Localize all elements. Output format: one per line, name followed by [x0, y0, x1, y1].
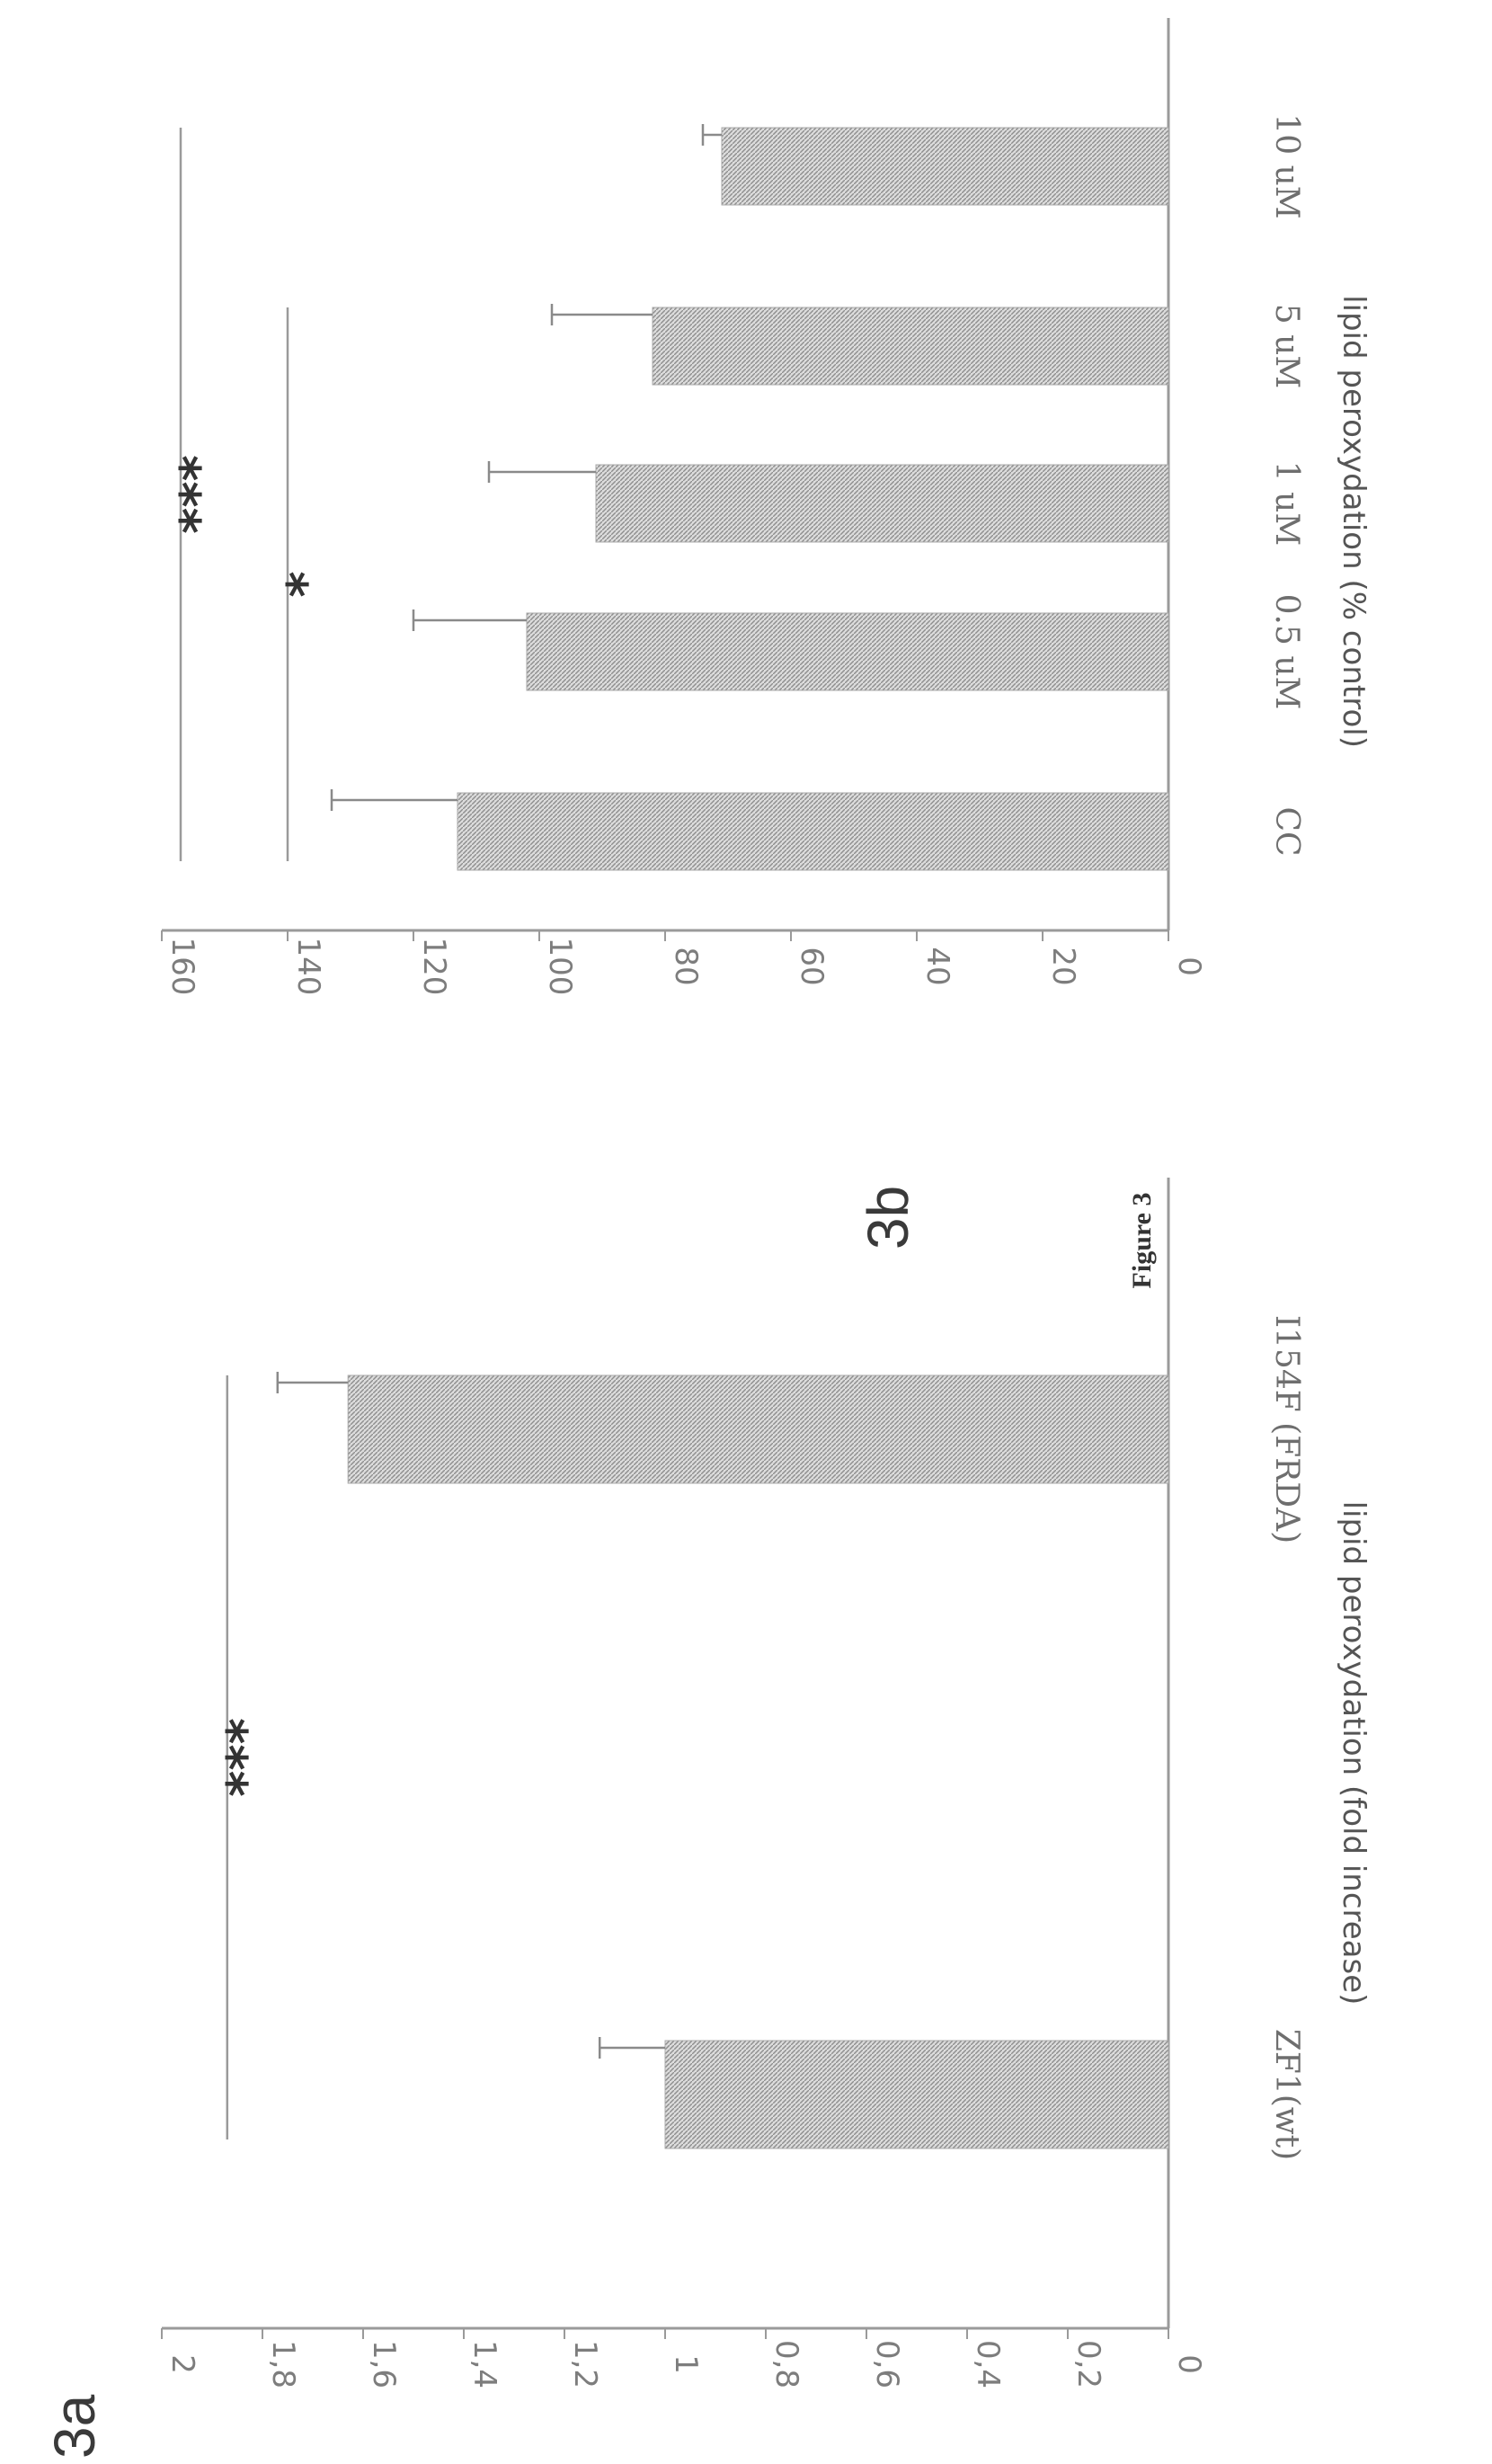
y-tick-label: 40 [919, 947, 955, 985]
bar [664, 2040, 1169, 2149]
y-tick-label: 0 [1171, 956, 1207, 976]
chart-3a: 0 0,2 0,4 0,6 0,8 1 1,2 1,4 1,6 1,8 2 ZF1(wt) I154F … [161, 1178, 1372, 2388]
figure-caption: Figure 3 [1127, 1193, 1157, 1289]
y-tick-label: 20 [1045, 947, 1081, 985]
y-tick-label: 140 [290, 938, 326, 996]
y-tick-label: 1,8 [265, 2340, 301, 2388]
y-tick-label: 0 [1171, 2354, 1207, 2374]
bar [526, 612, 1169, 691]
category-label: 5 uM [1268, 304, 1305, 388]
category-label: I154F (FRDA) [1268, 1315, 1305, 1543]
bar [721, 127, 1169, 206]
significance-label: *** [199, 1718, 257, 1797]
bar [595, 464, 1169, 543]
category-label: 10 uM [1268, 113, 1305, 218]
category-label: 0.5 uM [1268, 594, 1305, 710]
category-label: CC [1268, 806, 1305, 856]
significance-label: *** [152, 455, 210, 534]
y-tick-label: 2 [164, 2354, 200, 2374]
y-tick-label: 1,6 [366, 2340, 402, 2388]
y-tick-label: 0,4 [970, 2340, 1006, 2388]
y-tick-label: 160 [164, 938, 200, 996]
panel-label-3b: 3b [856, 1186, 920, 1250]
y-tick-label: 0,8 [768, 2340, 804, 2388]
significance-label: * [259, 571, 317, 597]
y-axis-title: lipid peroxydation (% control) [1336, 295, 1372, 748]
y-tick-label: 0,6 [869, 2340, 905, 2388]
y-tick-label: 80 [668, 947, 704, 985]
panel-label-3a: 3a [42, 2394, 107, 2459]
y-tick-label: 1,4 [466, 2340, 502, 2388]
y-tick-label: 1,2 [567, 2340, 603, 2388]
bar [652, 307, 1169, 386]
y-tick-label: 100 [542, 938, 578, 996]
y-tick-label: 1 [668, 2354, 704, 2374]
bar [457, 792, 1169, 871]
y-tick-label: 60 [794, 947, 830, 985]
category-label: ZF1(wt) [1268, 2029, 1305, 2160]
y-tick-label: 0,2 [1070, 2340, 1106, 2388]
category-label: 1 uM [1268, 461, 1305, 546]
y-axis-title: lipid peroxydation (fold increase) [1336, 1501, 1372, 2006]
chart-3b: 0 20 40 60 80 100 120 140 160 CC 0.5 uM 1 uM 5 uM 10 … [152, 18, 1372, 995]
bar [347, 1374, 1169, 1484]
y-tick-label: 120 [416, 938, 452, 996]
